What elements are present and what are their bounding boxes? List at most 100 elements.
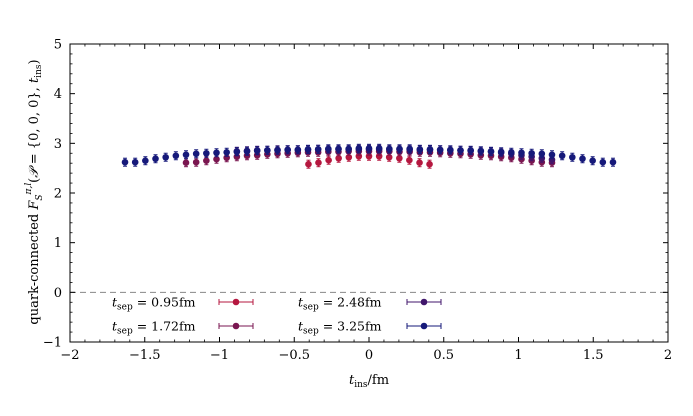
y-axis-label: quark-connected FSπ,l(𝒫 = {0, 0, 0}, tin…: [24, 59, 45, 324]
data-point: [457, 146, 464, 154]
data-point: [305, 160, 312, 168]
x-tick-label: 1.5: [583, 348, 604, 363]
data-point: [203, 149, 210, 157]
legend-marker: [232, 298, 240, 306]
data-point: [274, 146, 281, 154]
y-tick-label: 4: [54, 87, 62, 102]
data-points-layer: [121, 143, 617, 169]
data-point: [579, 155, 586, 163]
legend-label: tsep = 0.95fm: [112, 295, 196, 313]
data-point: [416, 159, 423, 167]
x-axis-label: tins/fm: [349, 373, 389, 390]
legend-marker: [420, 298, 428, 306]
data-point: [447, 146, 454, 154]
data-point: [304, 145, 312, 153]
data-point: [548, 156, 556, 164]
data-point: [284, 146, 291, 154]
data-point: [599, 158, 607, 166]
data-point: [325, 156, 332, 164]
data-point: [386, 145, 393, 153]
data-point: [548, 151, 556, 159]
data-point: [609, 158, 617, 166]
data-point: [121, 158, 129, 166]
data-point: [396, 154, 403, 162]
legend-entry-2: tsep = 1.72fm: [112, 319, 254, 337]
data-point: [264, 146, 271, 154]
data-point: [558, 152, 566, 160]
data-point: [365, 152, 373, 160]
y-tick-label: 2: [54, 187, 62, 202]
data-point: [335, 145, 342, 153]
data-point: [345, 145, 352, 153]
legend-label: tsep = 2.48fm: [298, 295, 382, 313]
data-point: [223, 148, 230, 156]
data-point: [233, 148, 241, 156]
data-point: [172, 152, 180, 160]
data-point: [213, 155, 220, 163]
legend-entry-4: tsep = 3.25fm: [298, 319, 442, 337]
data-point: [152, 155, 159, 163]
data-point: [365, 145, 373, 152]
data-point: [315, 159, 322, 167]
legend-entry-1: tsep = 0.95fm: [112, 295, 254, 313]
data-point: [131, 158, 139, 166]
x-tick-label: −2: [60, 348, 79, 363]
data-point: [355, 152, 363, 160]
y-tick-label: 3: [54, 137, 62, 152]
data-point: [243, 147, 251, 155]
data-point: [477, 147, 485, 155]
data-point: [436, 146, 444, 154]
y-tick-label: −1: [43, 336, 62, 351]
data-point: [528, 149, 535, 157]
x-tick-label: 1: [514, 348, 522, 363]
data-point: [518, 149, 525, 157]
data-point: [182, 151, 190, 159]
data-point: [325, 145, 332, 153]
data-point: [355, 145, 363, 152]
data-point: [375, 145, 383, 152]
data-point: [213, 149, 220, 157]
data-point: [192, 158, 200, 166]
x-tick-label: −1.5: [129, 348, 161, 363]
data-point: [182, 159, 190, 167]
x-tick-label: 0.5: [433, 348, 454, 363]
legend-entry-3: tsep = 2.48fm: [298, 295, 442, 313]
series-4: [121, 143, 617, 167]
data-point: [487, 147, 495, 155]
data-point: [538, 150, 546, 158]
data-point: [314, 145, 322, 153]
legend: tsep = 0.95fm tsep = 1.72fm tsep = 2.48fm t…: [112, 295, 442, 337]
data-point: [497, 148, 505, 156]
data-point: [589, 157, 596, 165]
data-point: [416, 145, 424, 153]
data-point: [406, 156, 413, 164]
data-point: [335, 154, 342, 162]
data-point: [569, 153, 576, 161]
ticks-layer: −2 −1.5 −1 −0.5 0 0.5 1 1.5 2 −1 0 1 2 3 4 5: [43, 38, 672, 364]
data-point: [375, 152, 383, 160]
data-point: [426, 160, 433, 168]
data-point: [426, 145, 434, 153]
x-tick-label: 2: [664, 348, 672, 363]
y-tick-label: 5: [54, 38, 62, 53]
data-point: [253, 147, 261, 155]
legend-label: tsep = 3.25fm: [298, 319, 382, 337]
legend-marker: [232, 322, 240, 330]
x-tick-label: −1: [210, 348, 229, 363]
data-point: [203, 157, 210, 165]
data-point: [162, 153, 169, 161]
x-tick-label: 0: [365, 348, 373, 363]
y-tick-label: 1: [54, 236, 62, 251]
data-point: [508, 148, 515, 156]
y-tick-label: 0: [54, 286, 62, 301]
legend-label: tsep = 1.72fm: [112, 319, 196, 337]
data-point: [142, 157, 149, 165]
data-point: [467, 146, 474, 154]
data-point: [396, 145, 403, 153]
data-point: [192, 150, 200, 158]
data-point: [294, 146, 302, 154]
x-tick-label: −0.5: [278, 348, 310, 363]
data-point: [406, 145, 413, 153]
